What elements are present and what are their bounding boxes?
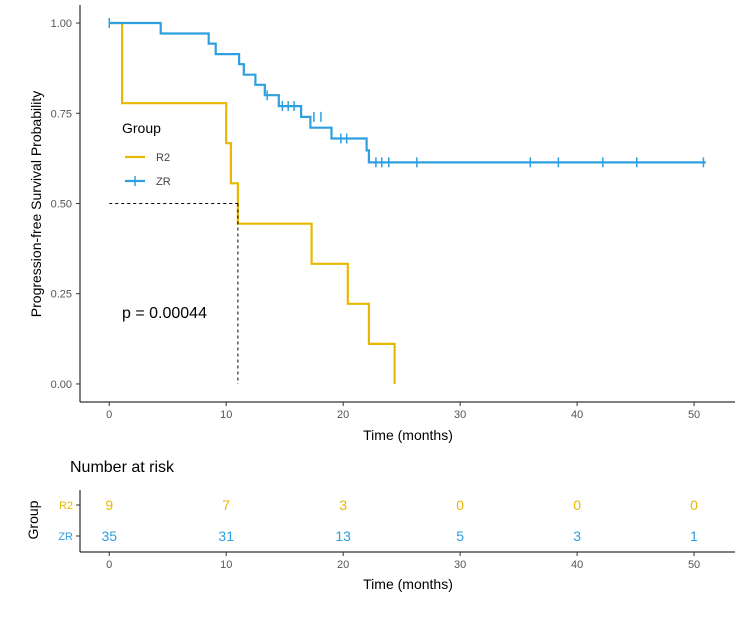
km-x-axis-title: Time (months): [363, 427, 453, 443]
legend-label-r2: R2: [156, 152, 170, 164]
risk-cell-r2: 3: [339, 497, 347, 513]
km-curves: [109, 21, 706, 384]
km-axes: 0.00 0.25 0.50 0.75 1.00 0 10 20 30 40 50: [51, 5, 735, 421]
legend-title: Group: [122, 120, 161, 136]
risk-table-title: Number at risk: [70, 459, 175, 476]
km-censor-marks: [108, 18, 705, 168]
risk-cell-zr: 5: [456, 528, 464, 544]
km-x-tick-label: 30: [454, 409, 466, 421]
risk-cell-r2: 0: [690, 497, 698, 513]
km-x-tick-label: 20: [337, 409, 349, 421]
risk-cell-zr: 13: [335, 528, 351, 544]
median-reference-lines: [109, 203, 239, 384]
km-curve-zr: [109, 21, 706, 164]
risk-cell-r2: 9: [105, 497, 113, 513]
risk-x-tick-label: 10: [220, 559, 232, 571]
risk-x-tick-label: 50: [688, 559, 700, 571]
km-y-axis-title: Progression-free Survival Probability: [28, 91, 44, 317]
risk-cell-r2: 0: [456, 497, 464, 513]
risk-x-tick-label: 40: [571, 559, 583, 571]
risk-cell-zr: 3: [573, 528, 581, 544]
km-x-tick-label: 50: [688, 409, 700, 421]
risk-cell-zr: 1: [690, 528, 698, 544]
risk-cell-zr: 35: [101, 528, 117, 544]
legend-label-zr: ZR: [156, 176, 171, 188]
km-y-tick-label: 1.00: [51, 18, 72, 30]
risk-x-tick-label: 0: [106, 559, 112, 571]
risk-cell-r2: 7: [222, 497, 230, 513]
risk-row-label-r2: R2: [59, 500, 73, 512]
risk-table-cells: 9 7 3 0 0 035 31 13 5 3 1: [101, 497, 698, 544]
km-x-tick-label: 0: [106, 409, 112, 421]
p-value-annotation: p = 0.00044: [122, 305, 207, 322]
km-x-tick-label: 40: [571, 409, 583, 421]
km-y-tick-label: 0.25: [51, 289, 72, 301]
km-y-tick-label: 0.75: [51, 108, 72, 120]
risk-x-axis-title: Time (months): [363, 576, 453, 592]
legend: Group R2 ZR: [122, 120, 171, 188]
risk-y-axis-title: Group: [25, 500, 41, 539]
km-y-tick-label: 0.00: [51, 379, 72, 391]
risk-cell-zr: 31: [218, 528, 234, 544]
km-x-tick-label: 10: [220, 409, 232, 421]
risk-x-tick-label: 30: [454, 559, 466, 571]
km-y-tick-label: 0.50: [51, 199, 72, 211]
risk-cell-r2: 0: [573, 497, 581, 513]
risk-row-label-zr: ZR: [58, 531, 73, 543]
risk-x-tick-label: 20: [337, 559, 349, 571]
